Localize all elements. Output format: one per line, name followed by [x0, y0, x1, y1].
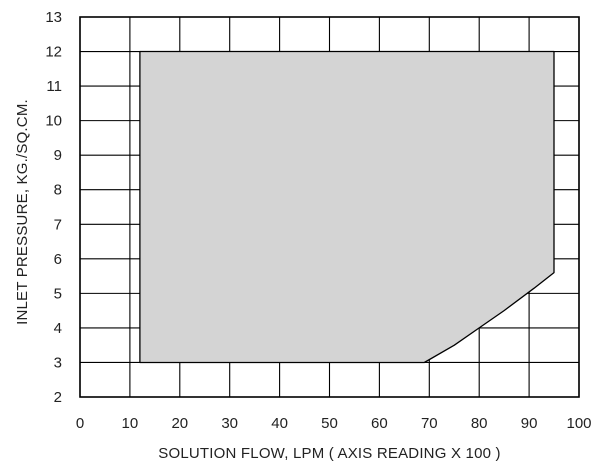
y-tick-label: 9 — [54, 147, 62, 164]
y-tick-label: 2 — [54, 389, 62, 406]
plot-frame — [79, 16, 580, 398]
y-tick-label: 5 — [54, 285, 62, 302]
x-tick-label: 40 — [271, 415, 288, 432]
y-tick-label: 13 — [45, 9, 62, 26]
y-tick-label: 6 — [54, 251, 62, 268]
y-axis-label: INLET PRESSURE, KG./SQ.CM. — [14, 99, 31, 325]
y-tick-label: 10 — [45, 113, 62, 130]
x-tick-label: 100 — [566, 415, 591, 432]
x-tick-label: 60 — [371, 415, 388, 432]
x-tick-label: 0 — [76, 415, 84, 432]
x-tick-labels: 0 10 20 30 40 50 60 70 80 90 100 — [76, 415, 592, 432]
x-tick-label: 20 — [171, 415, 188, 432]
x-tick-label: 30 — [221, 415, 238, 432]
x-axis-label: SOLUTION FLOW, LPM ( AXIS READING X 100 … — [158, 445, 500, 462]
x-tick-label: 70 — [421, 415, 438, 432]
x-tick-label: 80 — [471, 415, 488, 432]
y-tick-labels: 2 3 4 5 6 7 8 9 10 11 12 13 — [45, 9, 62, 406]
x-tick-label: 10 — [122, 415, 139, 432]
x-tick-label: 50 — [321, 415, 338, 432]
operating-region — [139, 50, 555, 364]
y-tick-label: 3 — [54, 354, 62, 371]
operating-region-area — [139, 50, 555, 364]
y-tick-label: 12 — [45, 44, 62, 61]
y-tick-label: 8 — [54, 182, 62, 199]
y-tick-label: 11 — [46, 78, 62, 95]
y-tick-label: 7 — [54, 216, 62, 233]
y-tick-label: 4 — [54, 320, 62, 337]
x-tick-label: 90 — [521, 415, 538, 432]
plot-border — [79, 16, 580, 398]
